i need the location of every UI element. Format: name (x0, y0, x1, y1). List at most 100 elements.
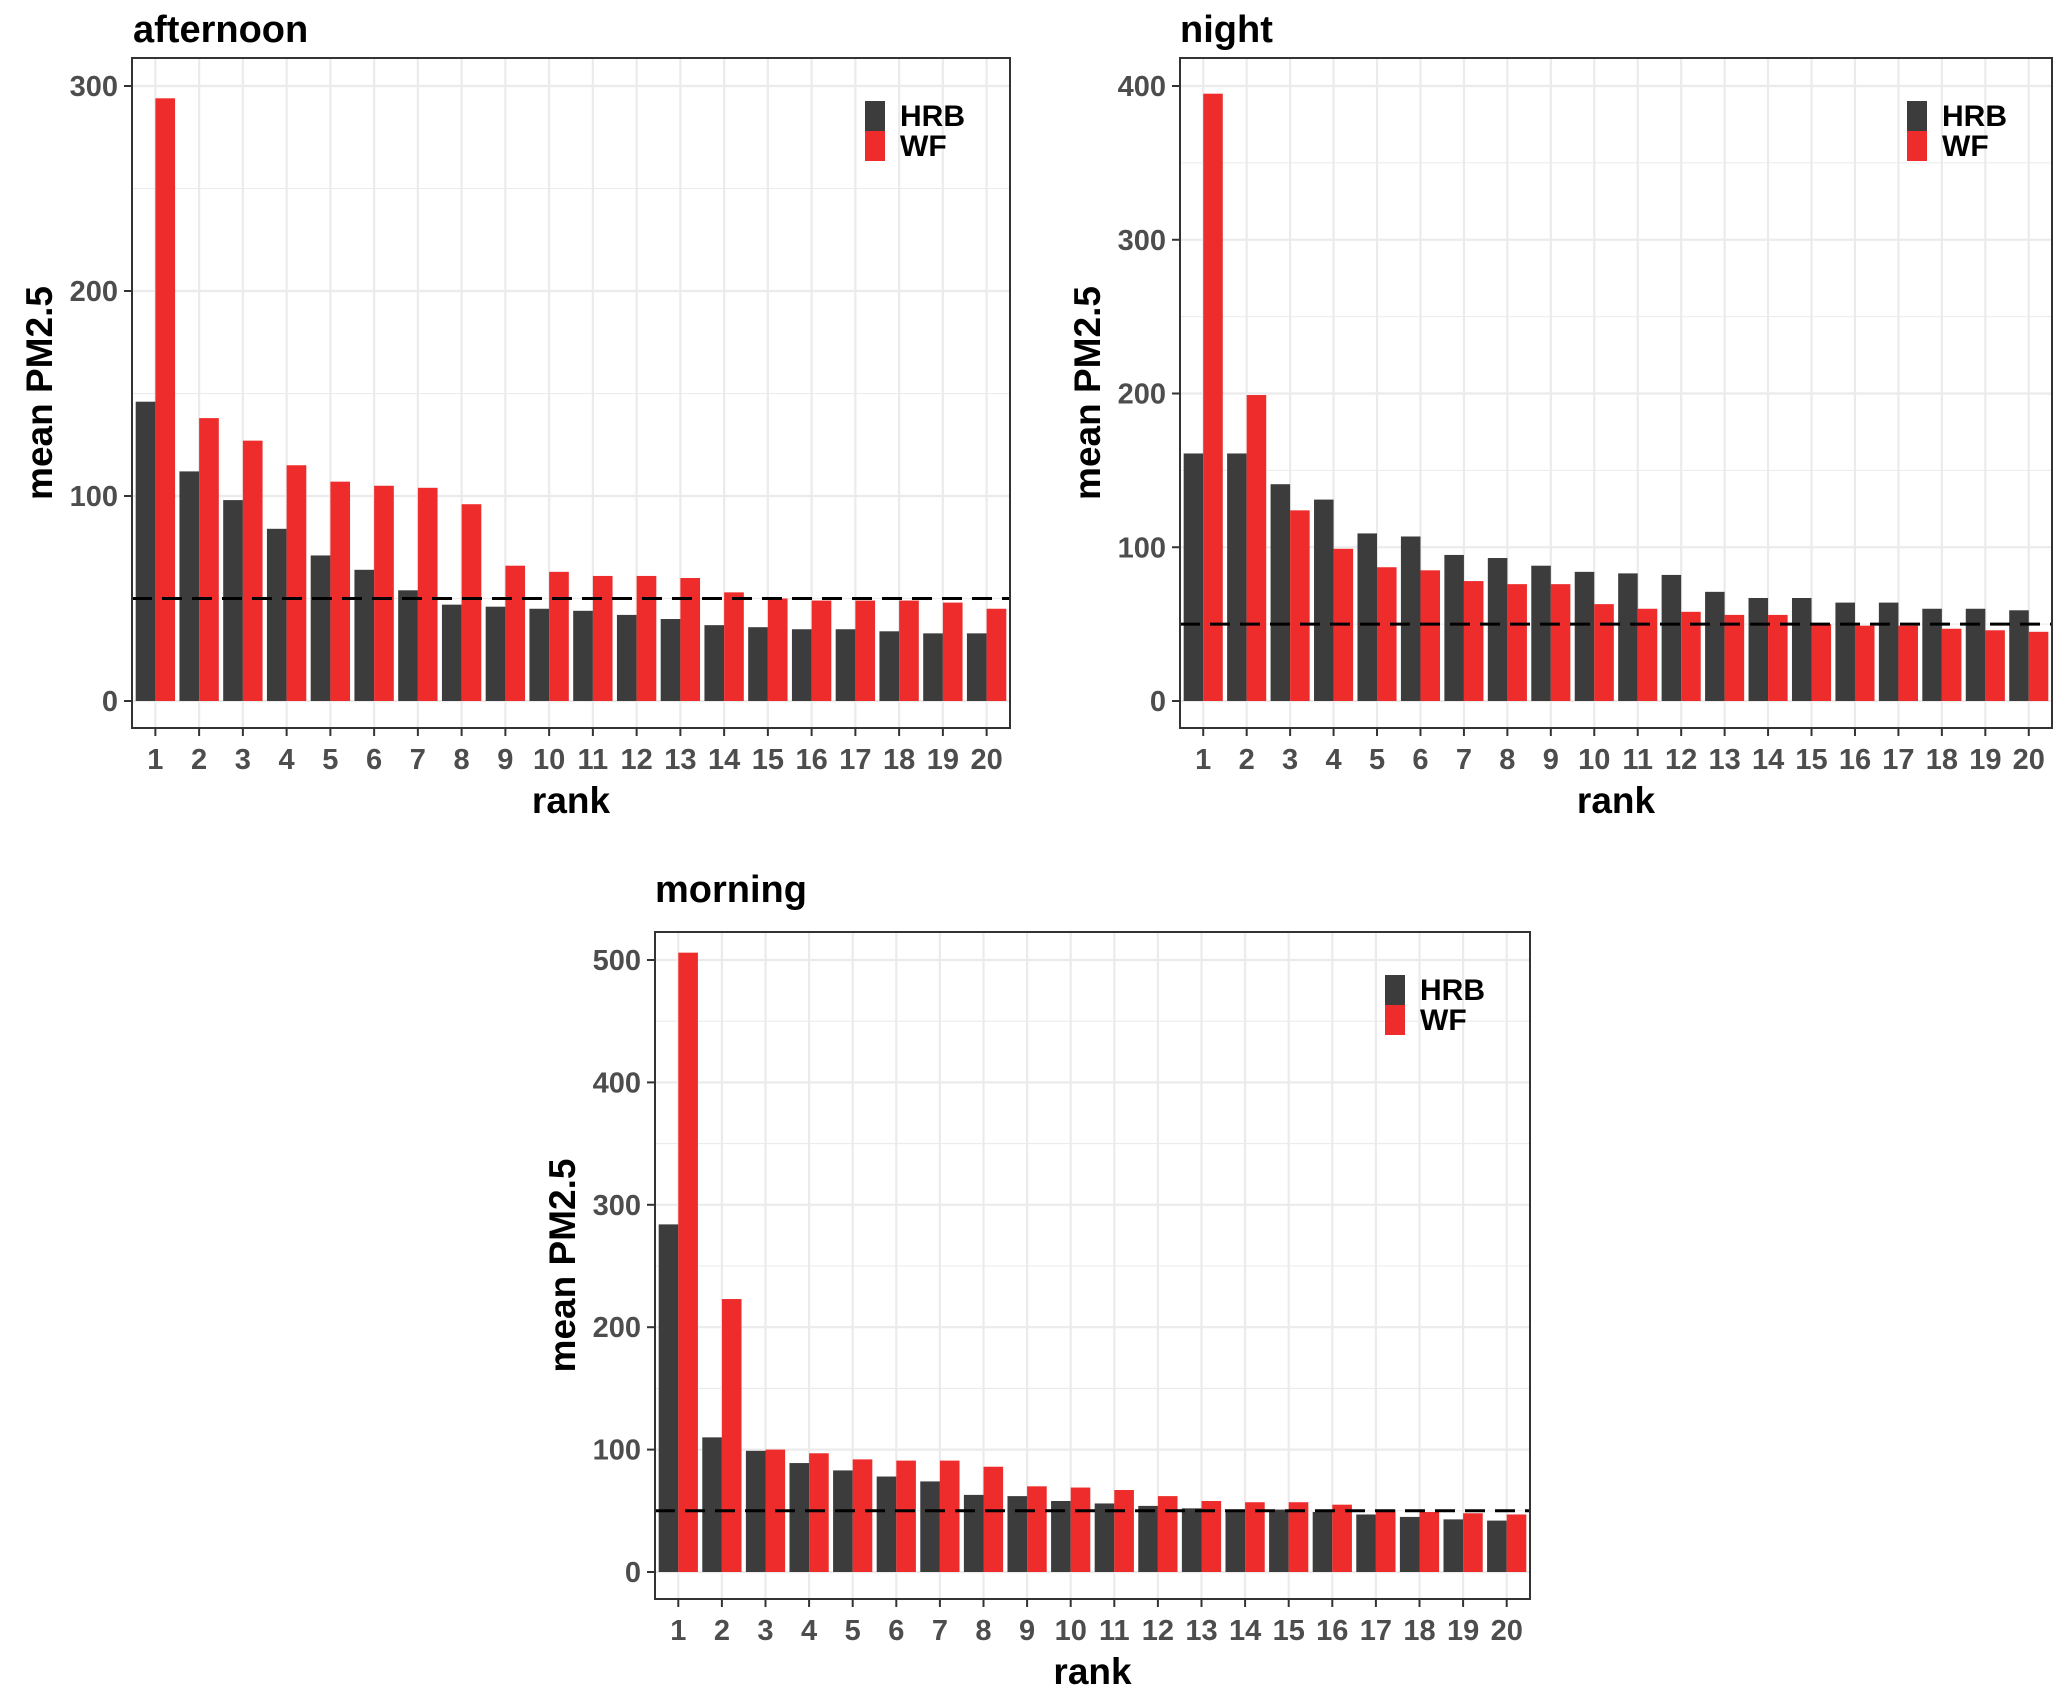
y-axis-title: mean PM2.5 (19, 286, 60, 500)
bar-HRB-rank-4 (266, 528, 287, 701)
bar-HRB-rank-1 (135, 401, 156, 701)
x-tick-label: 20 (1491, 1615, 1523, 1647)
bar-HRB-rank-9 (1007, 1496, 1028, 1572)
bar-WF-rank-8 (461, 504, 482, 701)
bar-HRB-rank-14 (1225, 1509, 1246, 1572)
bar-WF-rank-9 (1550, 584, 1571, 701)
y-tick-label: 0 (1150, 686, 1166, 718)
bar-HRB-rank-6 (876, 1476, 897, 1572)
bar-WF-rank-11 (592, 575, 613, 701)
bar-HRB-rank-20 (966, 633, 987, 701)
bar-HRB-rank-7 (1444, 554, 1464, 701)
y-tick-label: 200 (70, 276, 118, 308)
x-tick-label: 2 (1239, 744, 1255, 776)
bar-HRB-rank-20 (1487, 1520, 1507, 1572)
bar-WF-rank-12 (1157, 1496, 1178, 1572)
x-tick-label: 20 (2013, 744, 2045, 776)
bar-HRB-rank-15 (1269, 1509, 1289, 1572)
y-tick-label: 0 (102, 686, 118, 718)
bar-HRB-rank-12 (1661, 574, 1682, 701)
bar-HRB-rank-6 (1400, 536, 1421, 701)
bar-WF-rank-13 (1724, 614, 1745, 701)
legend-label-WF: WF (1420, 1004, 1467, 1037)
bar-WF-rank-14 (1245, 1502, 1265, 1572)
x-tick-label: 11 (578, 744, 609, 776)
x-tick-label: 17 (1360, 1615, 1392, 1647)
bar-WF-rank-13 (1201, 1501, 1222, 1572)
x-tick-label: 10 (533, 744, 565, 776)
x-tick-label: 12 (620, 744, 652, 776)
bar-HRB-rank-17 (835, 629, 856, 701)
x-tick-label: 7 (932, 1615, 948, 1647)
bar-WF-rank-7 (939, 1460, 960, 1572)
bar-HRB-rank-4 (789, 1463, 810, 1572)
bar-WF-rank-10 (1594, 604, 1614, 701)
x-tick-label: 19 (927, 744, 959, 776)
bar-HRB-rank-5 (310, 555, 331, 701)
legend-key-HRB (865, 101, 885, 131)
y-tick-label: 100 (1118, 532, 1166, 564)
bar-HRB-rank-15 (748, 627, 768, 701)
x-axis-title: rank (532, 780, 611, 821)
panel-title: night (1180, 9, 1273, 51)
bar-WF-rank-14 (1768, 614, 1788, 701)
y-tick-label: 200 (1118, 379, 1166, 411)
bar-WF-rank-16 (1332, 1504, 1352, 1572)
bar-HRB-rank-16 (1312, 1512, 1333, 1572)
bar-HRB-rank-19 (1965, 608, 1986, 701)
x-tick-label: 7 (410, 744, 426, 776)
x-tick-label: 4 (1326, 744, 1342, 776)
bar-WF-rank-15 (1288, 1502, 1309, 1572)
bar-WF-rank-9 (1027, 1486, 1047, 1572)
bar-WF-rank-19 (1463, 1513, 1483, 1572)
bar-WF-rank-6 (896, 1460, 916, 1572)
bar-WF-rank-5 (852, 1459, 873, 1572)
bar-WF-rank-14 (724, 592, 744, 701)
x-tick-label: 4 (279, 744, 295, 776)
panel-border (131, 57, 1011, 729)
bar-HRB-rank-11 (573, 610, 593, 701)
bar-HRB-rank-18 (1399, 1516, 1420, 1572)
x-tick-label: 11 (1622, 744, 1653, 776)
x-tick-label: 7 (1456, 744, 1472, 776)
bar-WF-rank-16 (811, 600, 832, 701)
bar-HRB-rank-20 (2009, 610, 2029, 701)
panel-title: afternoon (133, 9, 308, 51)
y-tick-label: 100 (593, 1435, 641, 1467)
x-tick-label: 8 (1499, 744, 1515, 776)
bar-WF-rank-15 (1811, 624, 1832, 701)
x-tick-label: 10 (1578, 744, 1610, 776)
legend-key-HRB (1907, 101, 1927, 131)
bar-WF-rank-18 (899, 600, 919, 701)
x-tick-label: 9 (1543, 744, 1559, 776)
legend-label-HRB: HRB (1420, 974, 1485, 1007)
x-tick-label: 2 (714, 1615, 730, 1647)
bar-HRB-rank-14 (704, 625, 725, 701)
legend-key-WF (865, 131, 885, 161)
bar-HRB-rank-10 (529, 608, 550, 701)
panel-title: morning (655, 869, 807, 911)
x-tick-label: 6 (366, 744, 382, 776)
bar-WF-rank-20 (2028, 631, 2049, 701)
bar-WF-rank-8 (1507, 584, 1527, 701)
x-tick-label: 11 (1099, 1615, 1130, 1647)
bar-HRB-rank-2 (1227, 453, 1247, 701)
bar-WF-rank-4 (809, 1453, 829, 1572)
bar-HRB-rank-16 (791, 629, 812, 701)
bar-HRB-rank-15 (1791, 597, 1812, 701)
x-tick-label: 13 (1185, 1615, 1217, 1647)
bar-HRB-rank-9 (485, 606, 506, 701)
bar-HRB-rank-19 (923, 633, 943, 701)
bar-WF-rank-11 (1637, 608, 1658, 701)
bar-WF-rank-2 (199, 418, 219, 701)
bar-HRB-rank-17 (1878, 602, 1899, 701)
bar-WF-rank-6 (1420, 570, 1441, 701)
bar-HRB-rank-12 (1138, 1505, 1158, 1572)
y-axis-title: mean PM2.5 (1067, 286, 1108, 500)
y-tick-label: 0 (625, 1557, 641, 1589)
bar-HRB-rank-18 (879, 631, 900, 701)
y-tick-label: 100 (70, 481, 118, 513)
legend-label-HRB: HRB (1942, 100, 2007, 133)
x-tick-label: 5 (322, 744, 338, 776)
